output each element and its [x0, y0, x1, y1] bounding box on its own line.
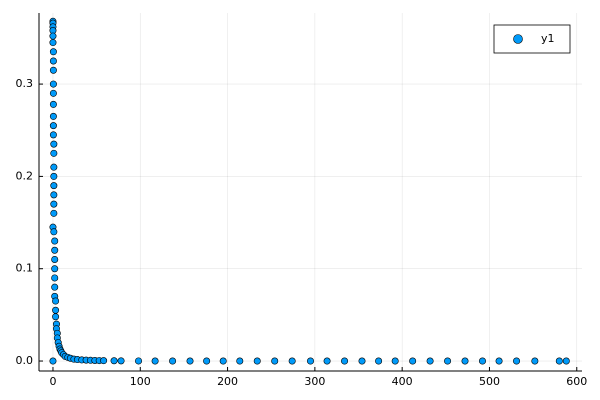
point: [219, 357, 227, 365]
point: [50, 191, 58, 199]
point: [151, 357, 159, 365]
point: [323, 357, 331, 365]
point: [478, 357, 486, 365]
point: [50, 200, 58, 208]
x-tick-label: 300: [304, 375, 325, 388]
point: [110, 357, 118, 365]
point: [513, 357, 521, 365]
legend-label: y1: [541, 32, 555, 45]
point: [100, 357, 108, 365]
point: [50, 228, 58, 236]
point: [253, 357, 261, 365]
point: [306, 357, 314, 365]
legend-marker: [513, 34, 523, 44]
point: [444, 357, 452, 365]
x-tick-label: 200: [217, 375, 238, 388]
point: [52, 306, 60, 314]
point: [51, 265, 59, 273]
point: [49, 32, 57, 40]
x-tick-label: 0: [49, 375, 56, 388]
point: [562, 357, 570, 365]
point: [50, 209, 58, 217]
point: [50, 163, 58, 171]
point: [49, 122, 57, 130]
point: [186, 357, 194, 365]
point: [49, 80, 57, 88]
point: [49, 48, 57, 56]
point: [461, 357, 469, 365]
point: [51, 246, 59, 254]
point: [49, 66, 57, 74]
point: [236, 357, 244, 365]
x-tick-label: 400: [392, 375, 413, 388]
x-tick-label: 600: [566, 375, 587, 388]
point: [531, 357, 539, 365]
point: [375, 357, 383, 365]
point: [555, 357, 563, 365]
point: [51, 255, 59, 263]
point: [49, 112, 57, 120]
point: [117, 357, 125, 365]
point: [50, 149, 58, 157]
point: [49, 131, 57, 139]
x-tick-label: 100: [130, 375, 151, 388]
point: [169, 357, 177, 365]
point: [49, 57, 57, 65]
y-tick-label: 0.2: [16, 169, 34, 182]
x-tick-label: 500: [479, 375, 500, 388]
point: [391, 357, 399, 365]
point: [50, 172, 58, 180]
point: [52, 313, 60, 321]
point: [203, 357, 211, 365]
point: [135, 357, 143, 365]
point: [51, 283, 59, 291]
point: [51, 237, 59, 245]
legend-box: [493, 24, 571, 54]
y-tick-label: 0.3: [16, 77, 34, 90]
point: [50, 182, 58, 190]
point: [49, 89, 57, 97]
y-tick-label: 0.1: [16, 262, 34, 275]
point: [271, 357, 279, 365]
point: [50, 140, 58, 148]
point: [341, 357, 349, 365]
point: [409, 357, 417, 365]
point: [49, 357, 57, 365]
point: [288, 357, 296, 365]
point: [52, 297, 60, 305]
point: [495, 357, 503, 365]
point: [358, 357, 366, 365]
point: [49, 100, 57, 108]
point: [426, 357, 434, 365]
point: [51, 274, 59, 282]
y-tick-label: 0.0: [16, 354, 34, 367]
point: [49, 39, 57, 47]
